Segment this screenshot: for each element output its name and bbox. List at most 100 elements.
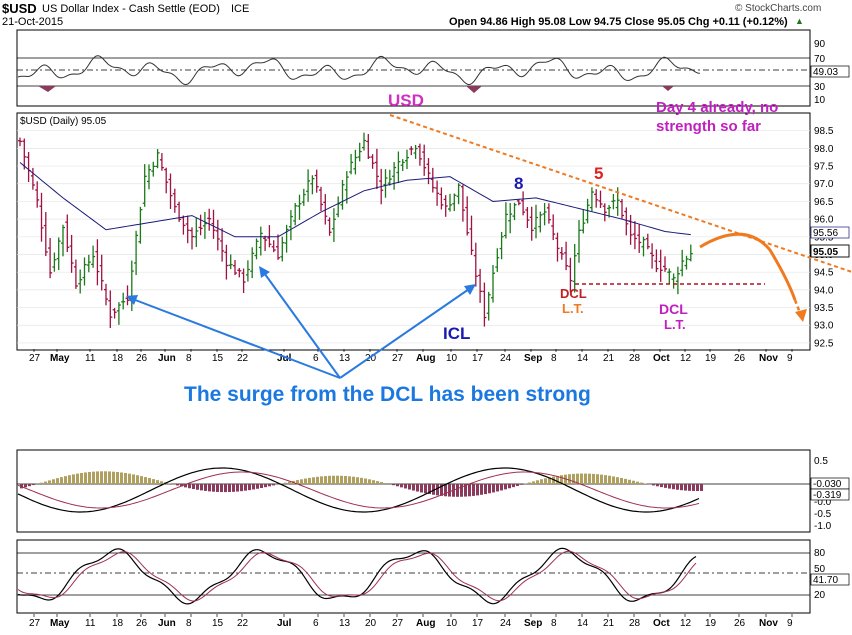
x-tick-label: 28 [629, 353, 641, 364]
macd-hist-bar [520, 484, 523, 485]
x-tick-label: 27 [392, 353, 404, 364]
macd-hist-bar [616, 477, 619, 484]
brand: © StockCharts.com [735, 3, 822, 14]
macd-hist-bar [108, 471, 111, 484]
macd-hist-bar [424, 484, 427, 494]
price-bar [426, 158, 431, 185]
macd-hist-bar [216, 484, 219, 492]
annotation-lt1: L.T. [562, 301, 584, 316]
macd-hist-bar [460, 484, 463, 497]
x-tick-label: 9 [787, 353, 793, 364]
price-bar [405, 149, 409, 170]
macd-hist-bar [72, 474, 75, 484]
price-bar [108, 290, 113, 329]
macd-hist-bar [52, 479, 55, 484]
macd-hist-bar [324, 476, 327, 484]
macd-hist-bar [144, 477, 147, 484]
price-bar [211, 209, 216, 239]
price-bar [69, 234, 74, 273]
macd-hist-bar [540, 479, 543, 484]
annotation-dcl2: DCL [659, 301, 688, 317]
x-tick-label: 21 [603, 353, 615, 364]
price-bar [559, 247, 564, 260]
price-bar [460, 184, 465, 222]
exchange: ICE [231, 3, 250, 15]
macd-hist-bar [348, 476, 351, 484]
x-tick-label: 18 [112, 353, 124, 364]
price-bar [409, 146, 414, 156]
macd-hist-bar [368, 479, 371, 484]
price-bar [254, 238, 259, 260]
price-bar [611, 194, 616, 210]
price-bar [413, 144, 418, 159]
price-bar [215, 219, 220, 251]
macd-hist-bar [400, 484, 403, 488]
macd-hist-bar [148, 478, 151, 484]
macd-hist-bar [440, 484, 443, 496]
y-tick-label: 98.5 [814, 126, 834, 137]
macd-label-bottom: -1.0 [814, 521, 832, 532]
price-bar [534, 204, 538, 239]
price-bar [73, 259, 78, 289]
macd-hist-bar [340, 475, 343, 484]
stoch-panel [16, 539, 811, 614]
price-bar [469, 215, 474, 255]
macd-hist-bar [56, 478, 59, 484]
macd-hist-bar [60, 477, 63, 484]
macd-hist-bar [252, 484, 255, 490]
price-bar [465, 196, 470, 236]
price-bar [538, 211, 543, 233]
macd-hist-bar [180, 484, 183, 487]
macd-label-low: -0.5 [814, 509, 832, 520]
macd-hist-bar [200, 484, 203, 491]
price-bar [641, 236, 646, 257]
macd-hist-bar [376, 481, 379, 484]
price-bar [443, 195, 448, 217]
macd-hist-bar [132, 474, 135, 484]
price-bar [147, 164, 151, 190]
macd-hist-bar [128, 473, 131, 484]
price-bar [551, 214, 556, 241]
price-bar [43, 212, 48, 257]
x-tick-label: 22 [237, 353, 249, 364]
macd-hist-bar [672, 484, 675, 490]
x2-tick-label: Jul [277, 618, 292, 629]
price-bar [121, 292, 126, 310]
instrument-name: US Dollar Index - Cash Settle (EOD) [42, 3, 220, 15]
rsi-indicator: 90 70 30 10 49.03 [17, 39, 850, 106]
price-bar [241, 268, 246, 293]
macd-hist-bar [352, 476, 355, 484]
price-bar [301, 188, 306, 206]
price-bar [56, 237, 61, 270]
macd-hist-bar [620, 477, 623, 484]
macd-hist-bar [192, 484, 195, 490]
price-bar [512, 202, 517, 221]
price-bar [284, 224, 289, 253]
macd-hist-bar [464, 484, 467, 497]
macd-hist-bar [612, 476, 615, 484]
x2-tick-label: 20 [365, 618, 377, 629]
trendline [389, 114, 852, 273]
price-bar [78, 269, 83, 294]
macd-hist-bar [384, 483, 387, 484]
price-bar [620, 199, 624, 219]
macd-hist-bar [472, 484, 475, 496]
macd-last-value: -0.319 [813, 490, 842, 501]
macd-hist-bar [92, 471, 95, 484]
x-tick-label: 14 [577, 353, 589, 364]
macd-panel [16, 449, 811, 533]
macd-hist-bar [328, 475, 331, 484]
x-tick-label: Nov [759, 353, 778, 364]
macd-hist-bar [476, 484, 479, 496]
x-tick-label: 8 [551, 353, 557, 364]
macd-hist-bar [548, 477, 551, 484]
macd-hist-bar [276, 484, 279, 485]
price-bar [542, 203, 547, 226]
x-tick-label: May [50, 353, 70, 364]
price-bar [688, 244, 693, 262]
macd-hist-bar [40, 482, 43, 484]
x2-tick-label: 13 [339, 618, 351, 629]
x2-tick-label: 28 [629, 618, 641, 629]
macd-hist-bar [188, 484, 191, 489]
x-tick-label: 11 [85, 353, 96, 364]
